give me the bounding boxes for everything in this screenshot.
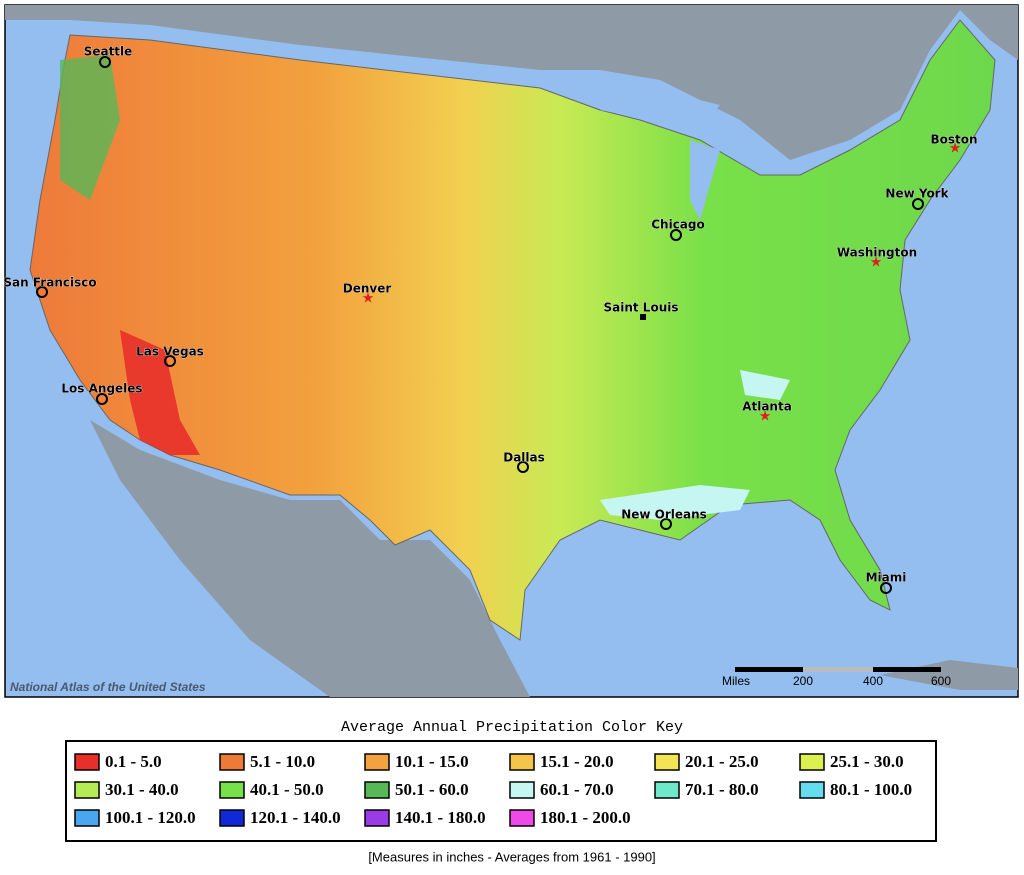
- city-marker: [912, 198, 924, 210]
- scale-bar: [803, 667, 873, 672]
- legend-label: 20.1 - 25.0: [685, 752, 759, 771]
- scale-bar: [735, 667, 803, 672]
- wet-appalachia: [740, 370, 790, 400]
- city-label: Denver: [343, 282, 392, 296]
- legend-label: 120.1 - 140.0: [250, 808, 341, 827]
- wet-gulf: [600, 485, 750, 520]
- legend-swatch: [364, 781, 390, 799]
- city-label: Los Angeles: [61, 382, 142, 396]
- legend-label: 15.1 - 20.0: [540, 752, 614, 771]
- city-label: Las Vegas: [136, 345, 204, 359]
- legend-label: 60.1 - 70.0: [540, 780, 614, 799]
- legend-swatch: [364, 753, 390, 771]
- legend-label: 30.1 - 40.0: [105, 780, 179, 799]
- cuba: [880, 660, 1018, 690]
- legend-swatch: [74, 809, 100, 827]
- dry-region: [120, 330, 200, 455]
- wet-northwest: [60, 55, 120, 200]
- legend-swatch: [509, 781, 535, 799]
- city-marker: ★: [362, 290, 375, 306]
- city-label: New York: [885, 187, 949, 201]
- city-marker: ★: [870, 254, 883, 270]
- scale-unit: Miles: [722, 674, 750, 688]
- city-label: Chicago: [651, 218, 705, 232]
- legend-swatch: [364, 809, 390, 827]
- scale-label: 200: [793, 674, 813, 688]
- legend-note: [Measures in inches - Averages from 1961…: [368, 849, 655, 864]
- legend-swatch: [74, 781, 100, 799]
- city-marker: [99, 56, 111, 68]
- legend-label: 0.1 - 5.0: [105, 752, 162, 771]
- city-marker: ★: [949, 140, 962, 156]
- legend-swatch: [74, 753, 100, 771]
- scale-label: 600: [931, 674, 951, 688]
- legend-label: 25.1 - 30.0: [830, 752, 904, 771]
- city-marker: [880, 582, 892, 594]
- scale-bar: [873, 667, 941, 672]
- city-marker: [640, 314, 646, 320]
- city-label: Dallas: [503, 451, 545, 465]
- legend-swatch: [654, 753, 680, 771]
- city-marker: [670, 229, 682, 241]
- legend-label: 40.1 - 50.0: [250, 780, 324, 799]
- legend-label: 100.1 - 120.0: [105, 808, 196, 827]
- legend-label: 10.1 - 15.0: [395, 752, 469, 771]
- city-marker: [96, 393, 108, 405]
- legend-swatch: [219, 753, 245, 771]
- legend-label: 180.1 - 200.0: [540, 808, 631, 827]
- city-label: Atlanta: [742, 400, 792, 414]
- city-marker: ★: [759, 408, 772, 424]
- city-marker: [517, 461, 529, 473]
- legend-label: 140.1 - 180.0: [395, 808, 486, 827]
- city-marker: [164, 355, 176, 367]
- canada: [5, 5, 1018, 160]
- legend-swatch: [509, 753, 535, 771]
- legend-box: [65, 740, 937, 842]
- legend-swatch: [509, 809, 535, 827]
- legend-label: 80.1 - 100.0: [830, 780, 912, 799]
- scale-label: 400: [863, 674, 883, 688]
- legend-swatch: [219, 809, 245, 827]
- city-label: Miami: [866, 571, 907, 585]
- mexico: [90, 420, 530, 697]
- legend-swatch: [219, 781, 245, 799]
- legend-label: 5.1 - 10.0: [250, 752, 315, 771]
- great-lakes: [600, 95, 720, 220]
- city-marker: [36, 286, 48, 298]
- city-label: New Orleans: [621, 508, 707, 522]
- legend-label: 70.1 - 80.0: [685, 780, 759, 799]
- city-label: San Francisco: [3, 276, 96, 290]
- city-label: Washington: [837, 246, 917, 260]
- city-label: Boston: [930, 133, 977, 147]
- legend-title: Average Annual Precipitation Color Key: [341, 719, 683, 736]
- legend-label: 50.1 - 60.0: [395, 780, 469, 799]
- attribution: National Atlas of the United States: [10, 680, 206, 694]
- legend-swatch: [799, 753, 825, 771]
- legend-swatch: [654, 781, 680, 799]
- legend-swatch: [799, 781, 825, 799]
- city-label: Seattle: [84, 45, 133, 59]
- city-marker: [660, 518, 672, 530]
- city-label: Saint Louis: [604, 301, 679, 315]
